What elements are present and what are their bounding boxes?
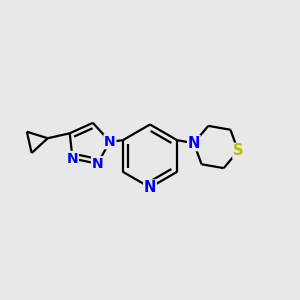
Text: N: N	[92, 157, 103, 171]
Text: N: N	[67, 152, 78, 166]
Text: S: S	[233, 143, 243, 158]
Text: N: N	[104, 135, 116, 148]
Text: N: N	[188, 136, 200, 151]
Text: N: N	[144, 180, 156, 195]
